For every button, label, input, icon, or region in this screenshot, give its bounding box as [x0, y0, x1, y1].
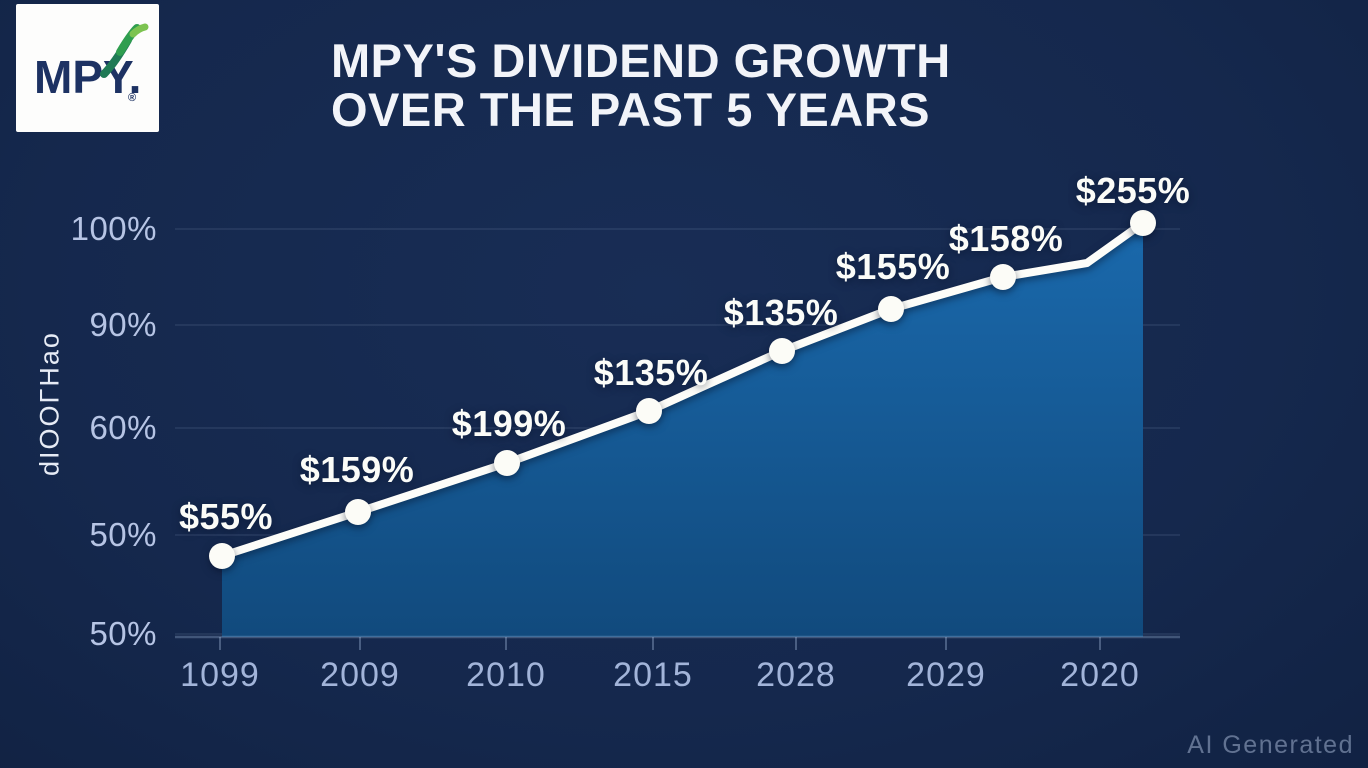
data-point-label: $135%: [593, 352, 709, 393]
x-axis-tick-label: 2020: [1060, 656, 1140, 694]
area-fill: [222, 223, 1143, 637]
axis-baseline-and-ticks: [175, 635, 1180, 650]
data-point-marker: [209, 543, 235, 569]
y-axis-tick-label: 50%: [89, 615, 157, 652]
x-axis-tick-label: 2015: [613, 656, 693, 694]
x-axis-tick-label: 2029: [906, 656, 986, 694]
registered-trademark-mark: ®: [128, 92, 137, 104]
data-point-marker: [878, 296, 904, 322]
data-point-label: $135%: [723, 292, 839, 333]
chart-title-line1: MPY'S DIVIDEND GROWTH: [331, 34, 951, 87]
y-axis-tick-label: 90%: [89, 306, 157, 343]
area-fill-shape: [222, 223, 1143, 637]
x-axis-tick-label: 2010: [466, 656, 546, 694]
chart-title: MPY'S DIVIDEND GROWTH OVER THE PAST 5 YE…: [331, 36, 951, 134]
ai-generated-watermark: AI Generated: [1187, 731, 1354, 759]
data-point-marker: [1130, 210, 1156, 236]
x-axis-tick-label: 1099: [180, 656, 260, 694]
leaf-swoosh-icon: [100, 23, 149, 78]
chart-title-line2: OVER THE PAST 5 YEARS: [331, 83, 931, 136]
data-point-marker: [990, 264, 1016, 290]
data-point-marker: [345, 499, 371, 525]
x-axis-tick-label: 2028: [756, 656, 836, 694]
brand-logo-period: .: [128, 51, 142, 103]
y-axis-tick-label: 100%: [70, 210, 157, 247]
data-point-markers: [209, 210, 1156, 569]
data-point-label: $159%: [299, 449, 415, 490]
data-point-label: $255%: [1075, 170, 1191, 211]
y-axis-tick-label: 60%: [89, 409, 157, 446]
brand-logo-inner: MPY. ®: [16, 4, 159, 132]
data-point-label: $199%: [451, 403, 567, 444]
x-axis-tick-label: 2009: [320, 656, 400, 694]
data-point-label: $155%: [835, 246, 951, 287]
data-point-marker: [494, 450, 520, 476]
data-point-label: $55%: [178, 496, 274, 537]
data-point-marker: [636, 398, 662, 424]
data-point-label: $158%: [948, 218, 1064, 259]
y-axis-tick-label: 50%: [89, 516, 157, 553]
brand-logo: MPY. ®: [16, 4, 159, 132]
data-point-marker: [769, 338, 795, 364]
